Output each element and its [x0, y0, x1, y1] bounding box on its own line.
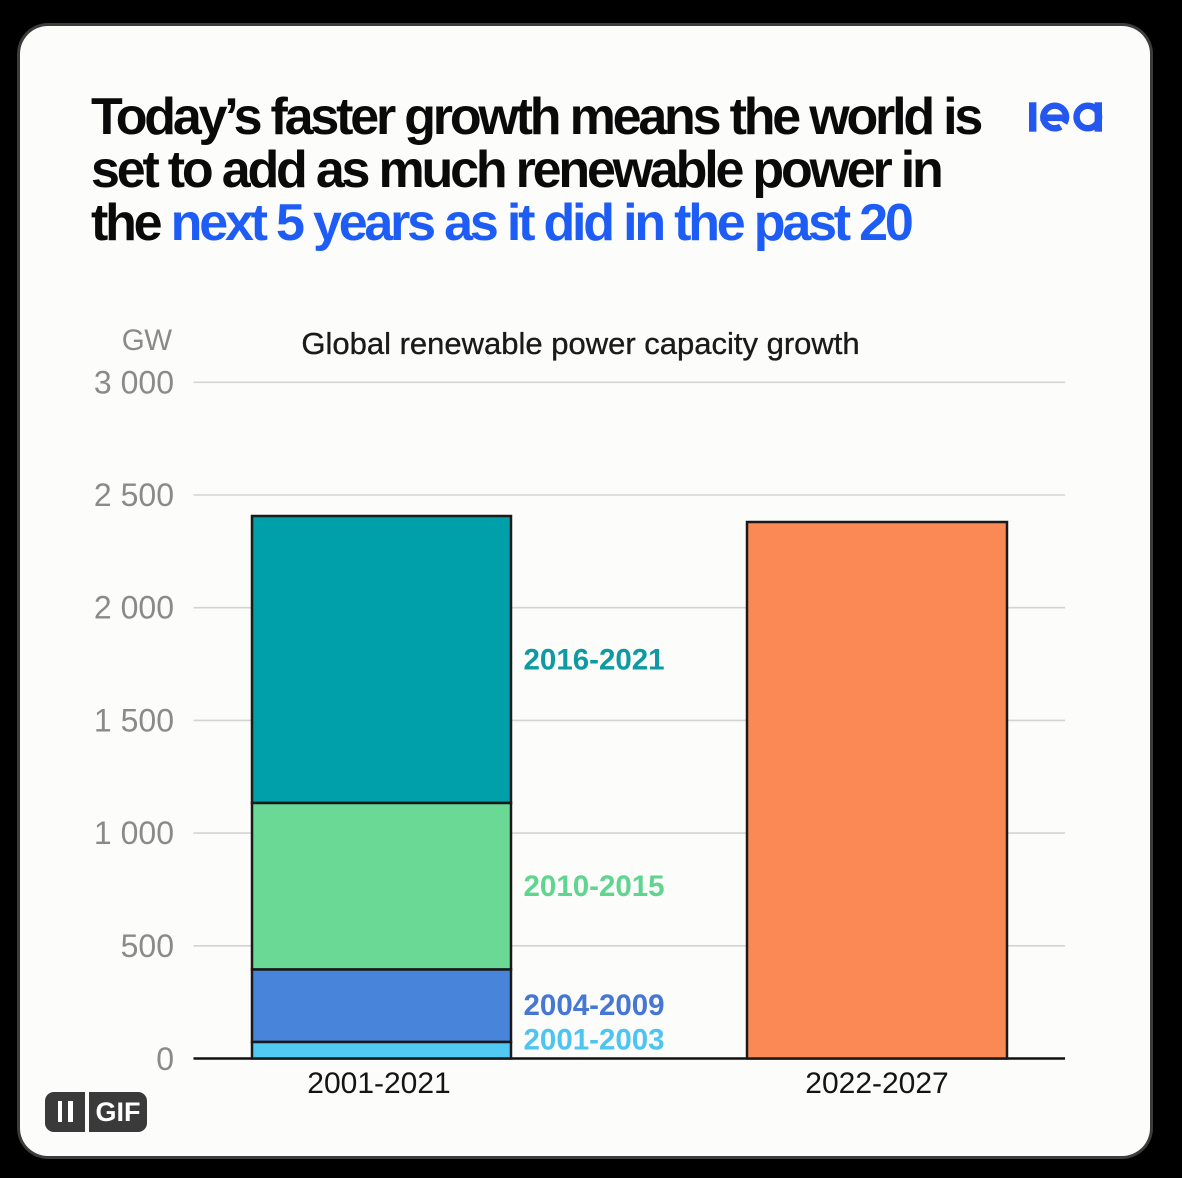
svg-text:GW: GW [122, 324, 172, 357]
svg-text:0: 0 [156, 1041, 174, 1077]
svg-text:2004-2009: 2004-2009 [524, 989, 665, 1022]
svg-text:3 000: 3 000 [94, 364, 174, 400]
svg-text:2 500: 2 500 [94, 477, 174, 513]
svg-text:2016-2021: 2016-2021 [524, 643, 665, 676]
svg-text:Global renewable power capacit: Global renewable power capacity growth [301, 326, 859, 361]
svg-text:2022-2027: 2022-2027 [805, 1067, 948, 1100]
svg-text:2010-2015: 2010-2015 [524, 870, 665, 903]
svg-text:2001-2021: 2001-2021 [307, 1067, 450, 1100]
svg-text:2001-2003: 2001-2003 [524, 1024, 665, 1057]
svg-text:500: 500 [121, 928, 174, 964]
svg-text:1 000: 1 000 [94, 815, 174, 851]
svg-text:1 500: 1 500 [94, 702, 174, 738]
svg-text:2 000: 2 000 [94, 590, 174, 626]
